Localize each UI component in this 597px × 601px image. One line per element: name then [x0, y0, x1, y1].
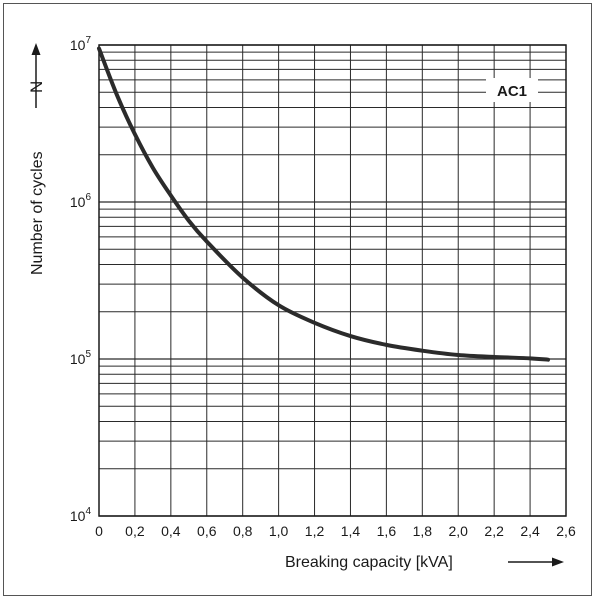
x-axis-arrow [508, 557, 564, 567]
x-tick-label: 0 [95, 523, 103, 539]
x-tick-label: 0,6 [197, 523, 217, 539]
x-tick-label: 2,0 [448, 523, 468, 539]
x-tick-label: 2,4 [520, 523, 540, 539]
x-tick-label: 2,6 [556, 523, 576, 539]
x-tick-label: 1,2 [305, 523, 325, 539]
major-gridlines [98, 44, 567, 517]
y-tick-label: 107 [70, 35, 92, 53]
y-tick-labels: 104 105 106 107 [70, 35, 92, 524]
y-tick-label: 106 [70, 192, 92, 210]
series-line-ac1 [97, 46, 551, 362]
x-tick-label: 1,6 [377, 523, 397, 539]
y-tick-label: 104 [70, 506, 92, 524]
x-tick-label: 1,4 [341, 523, 361, 539]
x-tick-label: 1,8 [413, 523, 433, 539]
plot-area-border [98, 44, 567, 517]
y-tick-label: 105 [70, 349, 92, 367]
series-label-ac1: AC1 [497, 83, 527, 100]
x-tick-label: 0,8 [233, 523, 253, 539]
series-label-box: AC1 [486, 78, 538, 102]
y-axis-label: Number of cycles [29, 151, 46, 275]
x-axis-label: Breaking capacity [kVA] [285, 554, 453, 571]
plot-border-rect [98, 44, 567, 517]
series-curves [97, 46, 551, 362]
y-axis-arrow [31, 43, 41, 108]
x-tick-label: 2,2 [484, 523, 504, 539]
x-tick-label: 0,2 [125, 523, 145, 539]
x-tick-label: 0,4 [161, 523, 181, 539]
x-tick-labels: 0 0,2 0,4 0,6 0,8 1,0 1,2 1,4 1,6 1,8 2,0 2,2 2,4 2,6 [95, 523, 576, 539]
x-tick-label: 1,0 [269, 523, 289, 539]
minor-gridlines [99, 51, 566, 470]
